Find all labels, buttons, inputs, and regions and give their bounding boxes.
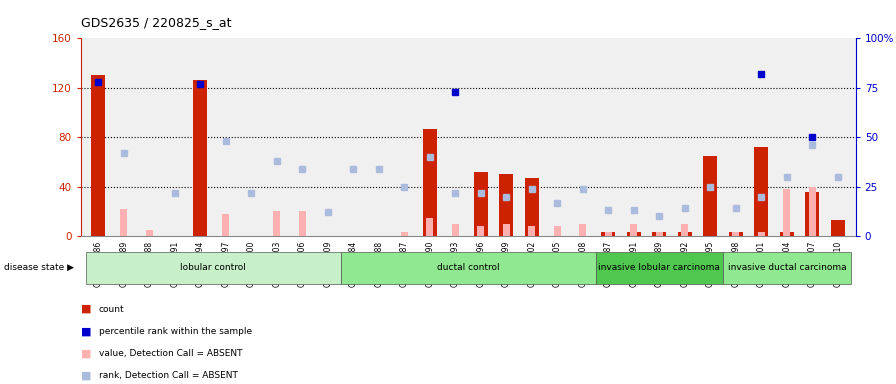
Bar (728, 232, 743, 236)
Bar (631, 224, 637, 236)
Text: disease state ▶: disease state ▶ (4, 263, 74, 272)
Bar (222, 214, 229, 236)
Bar (503, 224, 510, 236)
Text: count: count (99, 305, 125, 314)
Bar (806, 192, 819, 236)
Bar (554, 226, 561, 236)
Text: ■: ■ (81, 326, 91, 336)
Bar (754, 147, 769, 236)
Text: invasive lobular carcinoma: invasive lobular carcinoma (599, 263, 720, 272)
Bar (780, 232, 794, 236)
Bar (732, 232, 739, 236)
Bar (605, 232, 612, 236)
Bar (299, 212, 306, 236)
Bar (652, 232, 667, 236)
Bar (809, 187, 816, 236)
Bar (703, 156, 718, 236)
Text: ■: ■ (81, 371, 91, 381)
Bar (601, 232, 616, 236)
Bar (681, 224, 688, 236)
Bar (452, 224, 459, 236)
Text: ductal control: ductal control (437, 263, 499, 272)
Bar (120, 209, 127, 236)
Bar (401, 232, 408, 236)
Text: ■: ■ (81, 304, 91, 314)
Bar (831, 220, 845, 236)
Text: rank, Detection Call = ABSENT: rank, Detection Call = ABSENT (99, 371, 237, 381)
Bar (656, 232, 663, 236)
Bar (529, 226, 536, 236)
Text: value, Detection Call = ABSENT: value, Detection Call = ABSENT (99, 349, 242, 358)
Bar (678, 232, 692, 236)
Bar (627, 232, 641, 236)
Text: invasive ductal carcinoma: invasive ductal carcinoma (728, 263, 846, 272)
Text: GDS2635 / 220825_s_at: GDS2635 / 220825_s_at (81, 16, 231, 29)
Bar (580, 224, 586, 236)
Bar (146, 230, 153, 236)
Bar (426, 218, 434, 236)
Bar (499, 174, 513, 236)
Bar (783, 189, 790, 236)
Bar (525, 178, 538, 236)
Bar (474, 172, 488, 236)
Text: percentile rank within the sample: percentile rank within the sample (99, 327, 252, 336)
Bar (91, 76, 106, 236)
Text: ■: ■ (81, 349, 91, 359)
Bar (423, 129, 437, 236)
Text: lobular control: lobular control (180, 263, 246, 272)
Bar (194, 80, 208, 236)
Bar (478, 226, 485, 236)
Bar (273, 212, 280, 236)
Bar (758, 232, 765, 236)
